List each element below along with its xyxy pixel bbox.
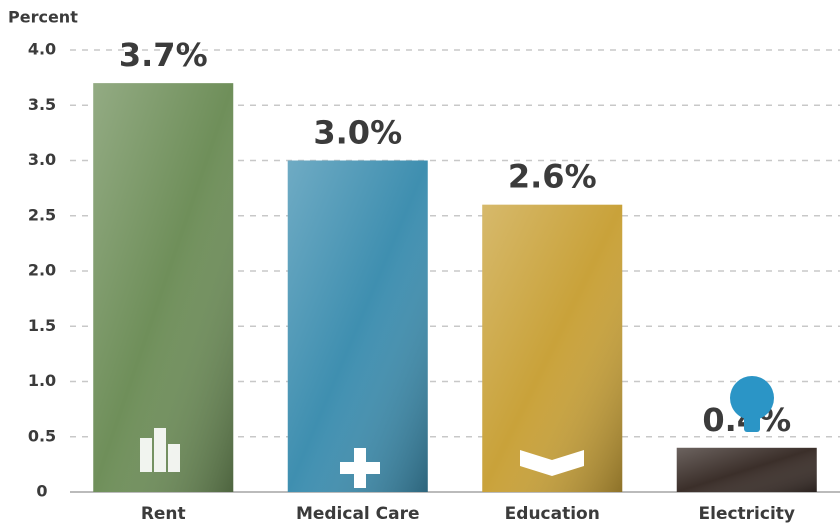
- x-tick-label: Medical Care: [296, 504, 420, 524]
- bar-shade: [482, 205, 622, 492]
- value-label: 2.6%: [508, 158, 597, 196]
- y-axis-label: Percent: [8, 8, 78, 27]
- y-tick-label: 0: [36, 482, 47, 501]
- y-tick-label: 4.0: [28, 40, 56, 59]
- value-label: 3.7%: [119, 36, 208, 74]
- x-tick-label: Rent: [141, 504, 186, 524]
- y-tick-label: 2.0: [28, 261, 56, 280]
- x-tick-label: Education: [505, 504, 600, 524]
- y-tick-label: 0.5: [28, 426, 56, 445]
- y-tick-label: 3.5: [28, 95, 56, 114]
- bar-shade: [288, 161, 428, 493]
- y-tick-label: 1.0: [28, 371, 56, 390]
- bar-shade: [677, 448, 817, 492]
- chart: Percent 0 0.5 1.0 1.5 2.0 2.5 3.0 3.5 4.0 Rent 3.7…: [0, 0, 840, 526]
- y-tick-label: 2.5: [28, 205, 56, 224]
- value-label: 3.0%: [313, 114, 402, 152]
- y-tick-label: 3.0: [28, 150, 56, 169]
- x-tick-label: Electricity: [699, 504, 796, 524]
- y-tick-label: 1.5: [28, 316, 56, 335]
